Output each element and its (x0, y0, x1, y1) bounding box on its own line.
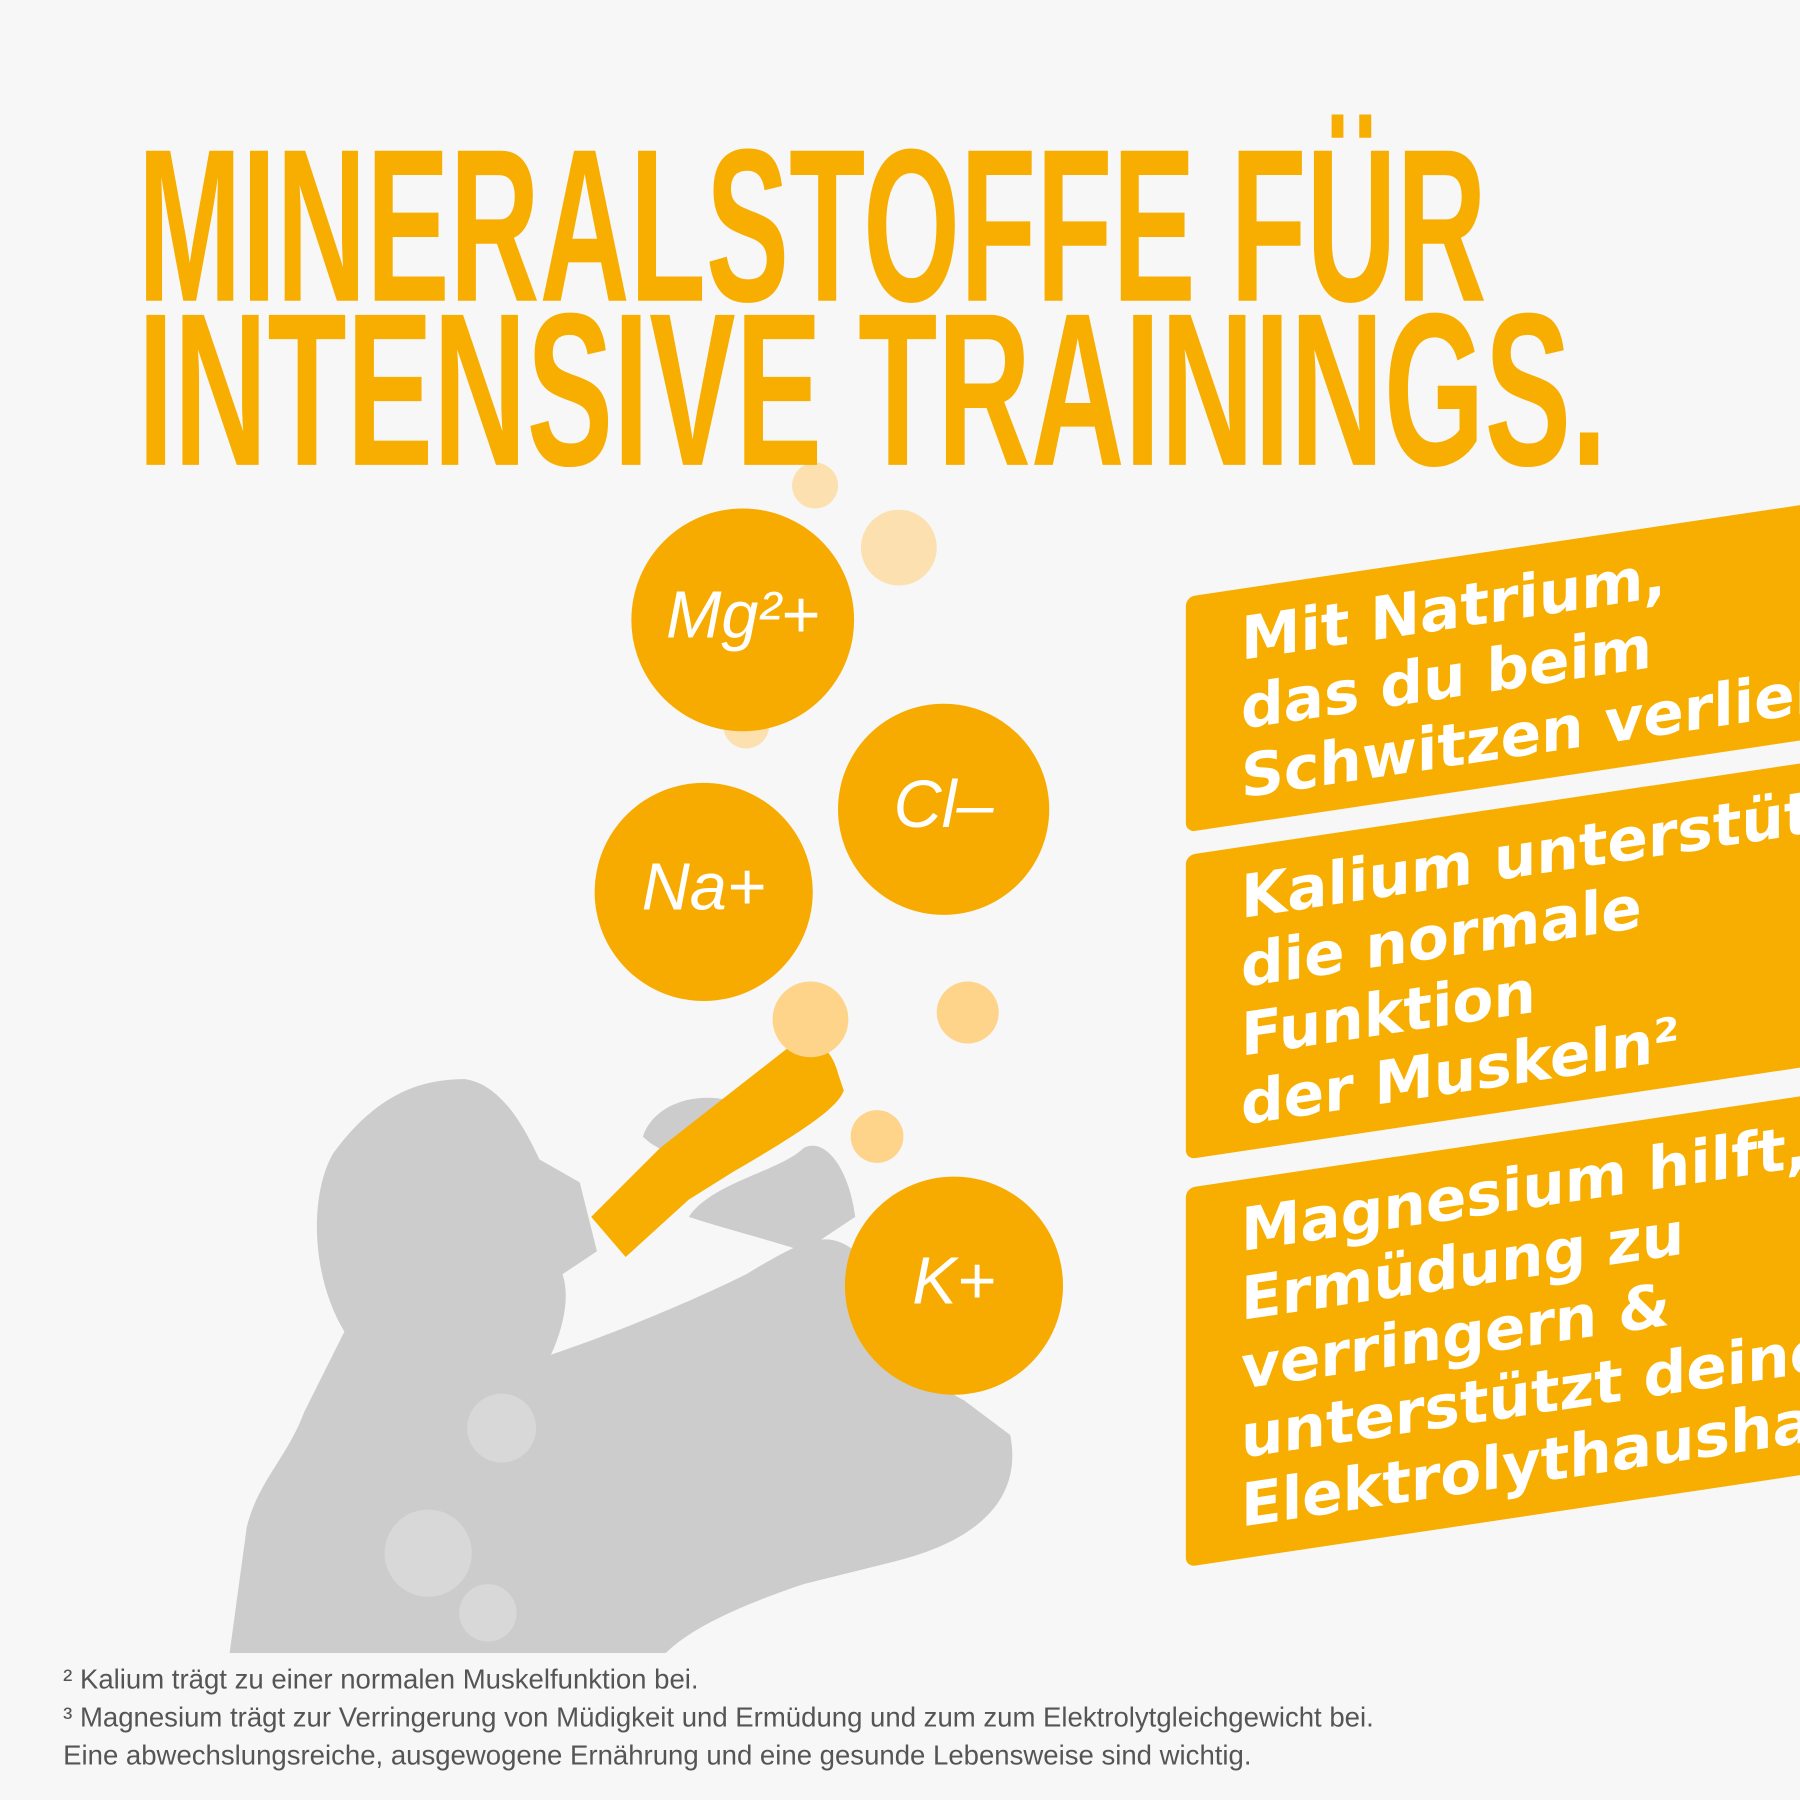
ion-label: Na+ (642, 851, 766, 925)
ion-circle (838, 703, 1050, 915)
footnotes: ² Kalium trägt zu einer normalen Muskelf… (63, 1664, 1374, 1771)
bubble (467, 1393, 537, 1463)
bottle (591, 1040, 844, 1258)
footnote: ³ Magnesium trägt zur Verringerung von M… (63, 1702, 1374, 1733)
title-line: MINERALSTOFFE FÜR (138, 105, 1487, 348)
panel-box (1185, 1086, 1800, 1566)
bubble (384, 1509, 472, 1597)
bubble (850, 1110, 904, 1163)
ion-label: K+ (912, 1244, 995, 1318)
ion-circle (631, 508, 855, 732)
bubble (772, 981, 849, 1058)
bubble (860, 509, 937, 586)
footnote: Eine abwechslungsreiche, ausgewogene Ern… (63, 1739, 1251, 1770)
ion-label: Cl– (894, 768, 995, 842)
bubble (936, 981, 999, 1044)
footnote: ² Kalium trägt zu einer normalen Muskelf… (63, 1664, 698, 1695)
ion-circle (844, 1176, 1064, 1395)
ions: Mg²+ Cl– Na+ K+ (594, 508, 1064, 1395)
silhouette (229, 1079, 1013, 1654)
arm-shape (688, 1145, 856, 1252)
panel-box (1185, 753, 1800, 1159)
bubble (792, 462, 839, 509)
ion-label: Mg²+ (666, 578, 820, 652)
ion-circle (594, 782, 813, 1002)
bubble (459, 1584, 517, 1642)
panel-box (1185, 495, 1800, 831)
title-line: INTENSIVE TRAININGS. (138, 269, 1607, 512)
body-shape (229, 1079, 1013, 1654)
